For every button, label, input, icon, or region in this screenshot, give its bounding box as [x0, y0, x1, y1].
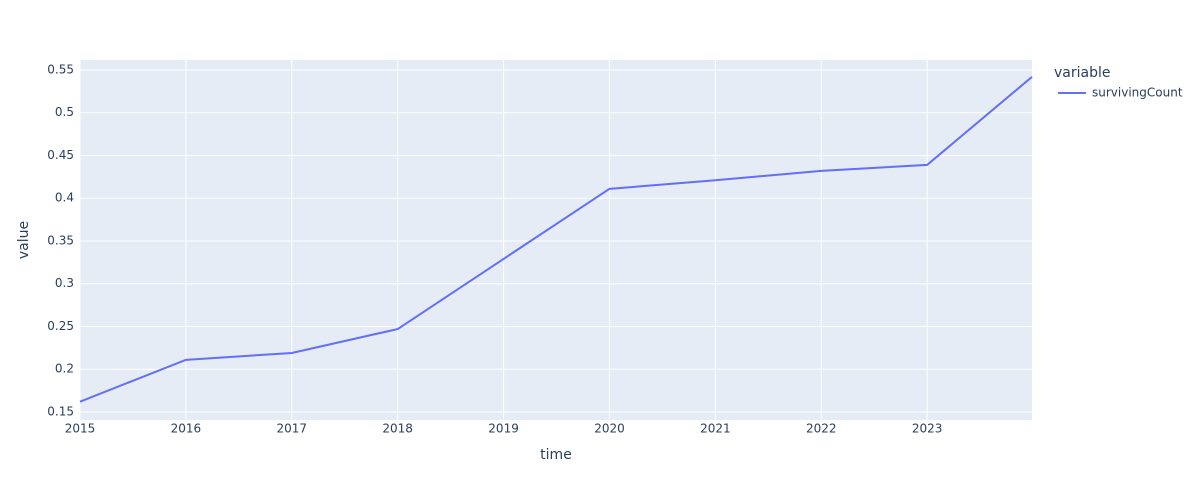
x-tick-label: 2020: [594, 422, 625, 436]
y-tick-label: 0.3: [55, 276, 74, 290]
grid: [79, 60, 1032, 420]
legend-title: variable: [1054, 65, 1110, 81]
y-tick-label: 0.25: [47, 319, 74, 333]
y-tick-label: 0.2: [55, 362, 74, 376]
y-tick-label: 0.4: [55, 191, 74, 205]
x-tick-label: 2016: [171, 422, 202, 436]
x-tick-label: 2017: [277, 422, 308, 436]
x-tick-label: 2022: [806, 422, 837, 436]
x-axis-label: time: [540, 447, 572, 463]
y-tick-label: 0.35: [47, 233, 74, 247]
x-tick-label: 2023: [912, 422, 943, 436]
y-tick-label: 0.15: [47, 404, 74, 418]
x-tick-label: 2021: [700, 422, 731, 436]
y-axis-label: value: [16, 221, 32, 259]
x-tick-label: 2019: [488, 422, 519, 436]
series-line: [79, 76, 1033, 403]
x-tick-label: 2018: [382, 422, 413, 436]
plot-background: [80, 60, 1032, 420]
marks: [79, 76, 1033, 403]
y-tick-label: 0.45: [47, 148, 74, 162]
y-tick-label: 0.5: [55, 105, 74, 119]
legend-label: survivingCount: [1092, 86, 1183, 100]
y-tick-label: 0.55: [47, 63, 74, 77]
x-tick-label: 2015: [65, 422, 96, 436]
